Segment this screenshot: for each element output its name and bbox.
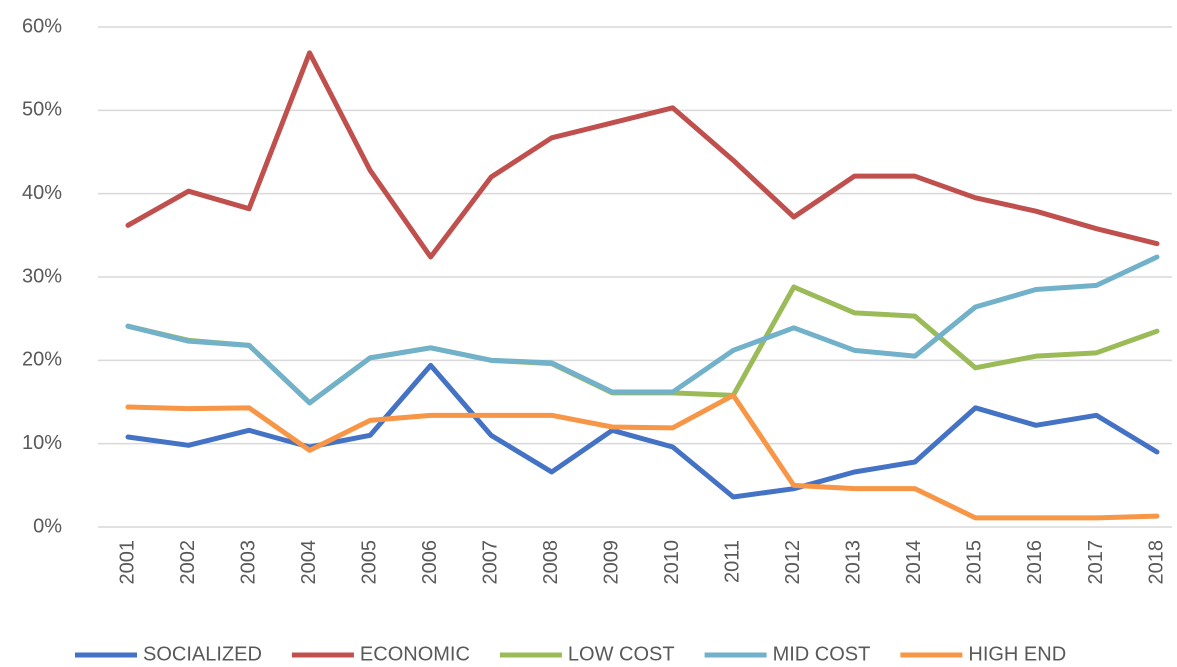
x-tick-label: 2003 [237,540,259,585]
legend-label: HIGH END [968,643,1066,665]
x-tick-label: 2014 [903,540,925,585]
x-tick-label: 2015 [964,540,986,585]
x-tick-label: 2017 [1085,540,1107,585]
x-tick-label: 2018 [1145,540,1167,585]
x-tick-label: 2006 [419,540,441,585]
x-tick-label: 2004 [298,540,320,585]
x-tick-label: 2016 [1024,540,1046,585]
x-tick-label: 2008 [540,540,562,585]
x-tick-label: 2002 [177,540,199,585]
x-tick-label: 2012 [782,540,804,585]
x-tick-label: 2011 [722,540,744,583]
x-tick-label: 2005 [358,540,380,585]
x-tick-label: 2007 [479,540,501,585]
series-line [125,392,1160,521]
legend-label: SOCIALIZED [143,643,262,665]
legend-label: ECONOMIC [360,643,470,665]
x-tick-label: 2009 [601,540,623,585]
y-tick-label: 60% [22,15,62,37]
y-tick-label: 20% [22,349,62,371]
x-tick-label: 2001 [116,540,138,585]
series-line [125,50,1160,260]
y-tick-label: 30% [22,265,62,287]
x-tick-label: 2013 [843,540,865,585]
x-tick-label: 2010 [661,540,683,585]
y-tick-label: 10% [22,432,62,454]
y-tick-label: 50% [22,99,62,121]
y-tick-label: 0% [33,515,62,537]
legend-label: LOW COST [568,643,675,665]
series-line [125,254,1160,406]
y-tick-label: 40% [22,182,62,204]
series-line [125,284,1160,406]
legend-label: MID COST [773,643,871,665]
